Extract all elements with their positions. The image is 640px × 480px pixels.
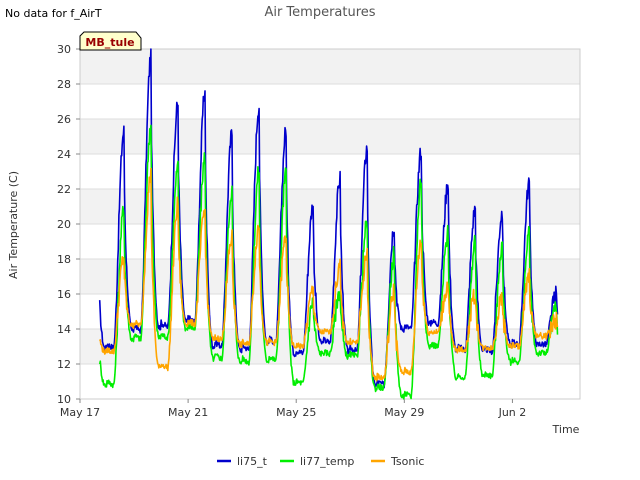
y-tick-label: 18 [57, 253, 71, 266]
x-tick-label: May 21 [168, 406, 208, 419]
station-badge: MB_tule [79, 31, 142, 51]
y-tick-label: 28 [57, 78, 71, 91]
y-tick-label: 16 [57, 288, 71, 301]
y-tick-label: 24 [57, 148, 71, 161]
y-tick-label: 22 [57, 183, 71, 196]
badge-shape [79, 31, 142, 51]
legend-label-li75_t: li75_t [237, 455, 268, 468]
chart-title: Air Temperatures [264, 5, 375, 20]
plot-band [80, 49, 580, 84]
x-tick-label: May 29 [384, 406, 424, 419]
x-tick-label: May 25 [276, 406, 316, 419]
x-axis-label: Time [552, 423, 580, 436]
plot-band [80, 189, 580, 224]
y-tick-label: 30 [57, 43, 71, 56]
x-tick-label: May 17 [60, 406, 100, 419]
legend-label-Tsonic: Tsonic [390, 455, 424, 468]
series-lines [98, 48, 559, 400]
y-tick-label: 14 [57, 323, 71, 336]
x-tick-label: Jun 2 [498, 406, 527, 419]
legend-label-li77_temp: li77_temp [300, 455, 354, 468]
badge-label: MB_tule [85, 36, 134, 49]
y-axis-ticks: 10 12 14 16 18 20 22 24 26 28 30 [57, 43, 80, 406]
y-axis-label: Air Temperature (C) [7, 171, 20, 279]
y-tick-label: 26 [57, 113, 71, 126]
series-line-li77_temp [98, 124, 559, 400]
y-tick-label: 10 [57, 393, 71, 406]
x-axis-ticks: May 17 May 21 May 25 May 29 Jun 2 [60, 399, 526, 419]
y-tick-label: 20 [57, 218, 71, 231]
plot-band [80, 119, 580, 154]
y-tick-label: 12 [57, 358, 71, 371]
legend: li75_t li77_temp Tsonic [217, 455, 424, 468]
no-data-note: No data for f_AirT [5, 7, 102, 20]
series-line-Tsonic [98, 167, 559, 382]
